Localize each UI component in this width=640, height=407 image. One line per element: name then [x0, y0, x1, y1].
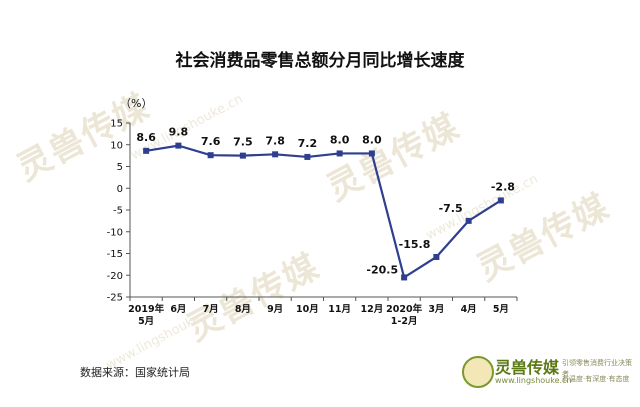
data-point: [368, 150, 375, 157]
data-label: 8.6: [136, 131, 156, 144]
brand-url: www.lingshouke.cn: [495, 376, 572, 385]
x-tick-label: 8月: [235, 304, 251, 315]
data-point: [497, 197, 504, 204]
x-tick-label: 6月: [170, 304, 186, 315]
data-point: [272, 151, 279, 158]
lingshou-logo-icon: [462, 356, 494, 388]
data-point: [465, 217, 472, 224]
y-tick-label: -20: [107, 271, 123, 282]
x-tick-label: 12月: [361, 304, 384, 315]
brand-name: 灵兽传媒: [495, 358, 560, 377]
data-label: 7.5: [233, 136, 253, 149]
data-point: [207, 152, 214, 159]
data-point: [401, 274, 408, 281]
y-axis-unit: （%）: [120, 97, 153, 110]
y-tick-label: -10: [107, 227, 123, 238]
data-label: 7.8: [265, 134, 285, 147]
chart-title: 社会消费品零售总额分月同比增长速度: [175, 51, 465, 71]
y-tick-label: 0: [117, 184, 123, 195]
y-tick-label: -25: [107, 293, 123, 304]
data-label: 8.0: [362, 133, 382, 146]
data-point: [304, 153, 311, 160]
y-tick-label: -15: [107, 249, 123, 260]
data-label: 7.2: [298, 137, 318, 150]
x-tick-label: 2019年: [128, 303, 164, 315]
data-point: [239, 152, 246, 159]
y-tick-label: 10: [110, 140, 123, 151]
x-tick-label: 10月: [296, 304, 319, 315]
data-label: 8.0: [330, 133, 350, 146]
x-tick-label: 4月: [461, 304, 477, 315]
x-tick-label: 7月: [203, 304, 219, 315]
y-tick-label: -5: [113, 206, 123, 217]
x-tick-label: 5月: [493, 304, 509, 315]
data-label: -7.5: [439, 202, 463, 215]
data-label: 9.8: [169, 126, 189, 139]
y-tick-label: 5: [117, 162, 123, 173]
data-source: 数据来源：国家统计局: [80, 366, 190, 379]
x-tick-label: 2020年: [386, 303, 422, 315]
data-label: 7.6: [201, 135, 221, 148]
series-line: [145, 144, 502, 280]
x-tick-label: 11月: [328, 304, 351, 315]
y-tick-label: 15: [110, 119, 123, 130]
brand-block: 灵兽传媒 www.lingshouke.cn 引领零售消费行业决策者 有温度·有…: [462, 350, 632, 394]
brand-slogan: 引领零售消费行业决策者: [562, 359, 632, 378]
data-label: -20.5: [366, 263, 398, 276]
data-label: -15.8: [399, 238, 431, 251]
data-point: [336, 150, 343, 157]
x-tick-label: 5月: [138, 316, 154, 327]
brand-slogan-2: 有温度·有深度·有态度: [562, 375, 630, 383]
x-tick-label: 1-2月: [391, 316, 418, 327]
x-tick-label: 9月: [267, 304, 283, 315]
data-point: [175, 142, 182, 149]
data-label: -2.8: [491, 180, 515, 193]
data-point: [433, 253, 440, 260]
x-tick-label: 3月: [428, 304, 444, 315]
data-point: [143, 147, 150, 154]
